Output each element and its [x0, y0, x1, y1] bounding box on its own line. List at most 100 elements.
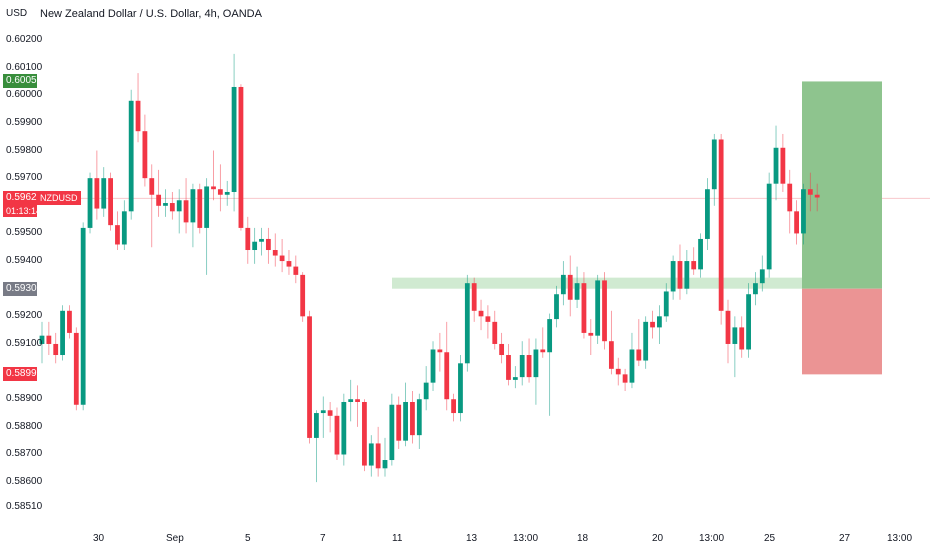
candle-body [759, 269, 765, 284]
candle-body [320, 410, 326, 414]
candle-body [560, 274, 566, 295]
candle-body [60, 310, 65, 356]
candle-body [121, 211, 127, 245]
candle-body [574, 283, 580, 300]
candle-body [595, 280, 601, 336]
time-tick-label: 18 [577, 533, 589, 544]
candle-body [259, 238, 264, 242]
candle-body [430, 349, 436, 383]
candle-body [711, 139, 717, 190]
candle-body [794, 211, 799, 234]
target-price-tag: 0.60050 [3, 74, 42, 89]
price-tick-label: 0.58510 [6, 501, 43, 512]
chart-title: New Zealand Dollar / U.S. Dollar, 4h, OA… [40, 8, 262, 20]
price-tick-label: 0.58600 [6, 476, 43, 488]
candle-body [238, 86, 244, 228]
price-tick-label: 0.59100 [6, 337, 43, 349]
candle-body [684, 261, 690, 289]
candle-body [73, 332, 79, 405]
candle-body [567, 274, 573, 300]
time-tick-label: 27 [839, 533, 851, 544]
time-tick-label: 25 [764, 533, 776, 544]
candle-body [80, 227, 86, 405]
candle-body [526, 355, 532, 378]
candle-body [663, 291, 669, 317]
candle-body [293, 266, 299, 275]
candle-body [396, 404, 402, 441]
candle-body [53, 343, 59, 356]
candle-body [807, 189, 813, 195]
support-zone [392, 277, 826, 289]
candle-body [252, 241, 258, 251]
entry-price-tag: 0.59300 [3, 281, 42, 296]
time-tick-label: 11 [392, 533, 403, 544]
candle-body [142, 131, 148, 179]
candle-body [670, 261, 676, 292]
candle-body [698, 238, 703, 270]
price-tick-label: 0.60100 [6, 61, 43, 73]
candle-body [265, 238, 271, 251]
candle-body [766, 183, 772, 270]
candle-body [224, 191, 230, 195]
candle-body [382, 460, 388, 469]
candle-body [39, 335, 45, 344]
time-tick-label: 13:00 [887, 533, 913, 544]
candle-body [650, 321, 655, 328]
candle-body [691, 261, 697, 270]
candle-body [375, 443, 381, 469]
price-tick-label: 0.58700 [6, 448, 43, 460]
price-tick-label: 0.58800 [6, 420, 43, 432]
candle-body [705, 189, 710, 239]
candle-body [471, 283, 477, 311]
candle-body [279, 255, 285, 262]
candle-body [588, 332, 594, 336]
candle-body [183, 200, 189, 223]
candle-body [362, 401, 367, 466]
candle-body [547, 319, 553, 353]
time-tick-label: 13:00 [513, 533, 539, 544]
candle-body [814, 194, 820, 198]
candle-body [300, 274, 306, 317]
price-tick-label: 0.58900 [6, 393, 43, 405]
time-tick-label: 5 [245, 533, 251, 544]
candle-body [245, 227, 251, 251]
candle-body [512, 377, 518, 380]
candle-body [602, 280, 607, 342]
currency-label: USD [6, 8, 28, 19]
candle-body [156, 194, 162, 206]
candle-body [286, 261, 292, 267]
time-tick-label: Sep [166, 533, 184, 544]
candle-body [801, 189, 806, 234]
price-tick-label: 0.59900 [6, 116, 43, 128]
time-tick-label: 30 [93, 533, 105, 544]
candle-body [327, 410, 333, 416]
candle-body [217, 189, 223, 195]
candle-body [608, 341, 614, 369]
candle-body [101, 178, 107, 209]
candle-body [533, 349, 539, 378]
candle-body [368, 443, 374, 466]
candle-body [197, 189, 203, 228]
candle-timer-tag: 01:13:14 [3, 205, 41, 218]
candle-body [231, 86, 237, 192]
candle-body [341, 401, 347, 455]
candle-body [169, 203, 175, 212]
price-tick-label: 0.59500 [6, 227, 43, 239]
candle-body [403, 401, 408, 441]
price-tick-label: 0.60200 [6, 34, 43, 45]
candle-body [190, 189, 196, 223]
candle-body [780, 147, 786, 184]
candle-body [423, 382, 429, 400]
candle-body [437, 349, 443, 353]
candle-body [787, 183, 793, 212]
candle-body [176, 200, 182, 212]
candle-body [149, 178, 155, 195]
candle-body [677, 261, 683, 289]
candle-body [636, 349, 642, 361]
candle-body [478, 310, 484, 317]
time-tick-label: 20 [652, 533, 664, 544]
candle-body [87, 178, 93, 228]
price-tick-label: 0.60000 [6, 89, 43, 101]
candle-body [163, 203, 168, 206]
